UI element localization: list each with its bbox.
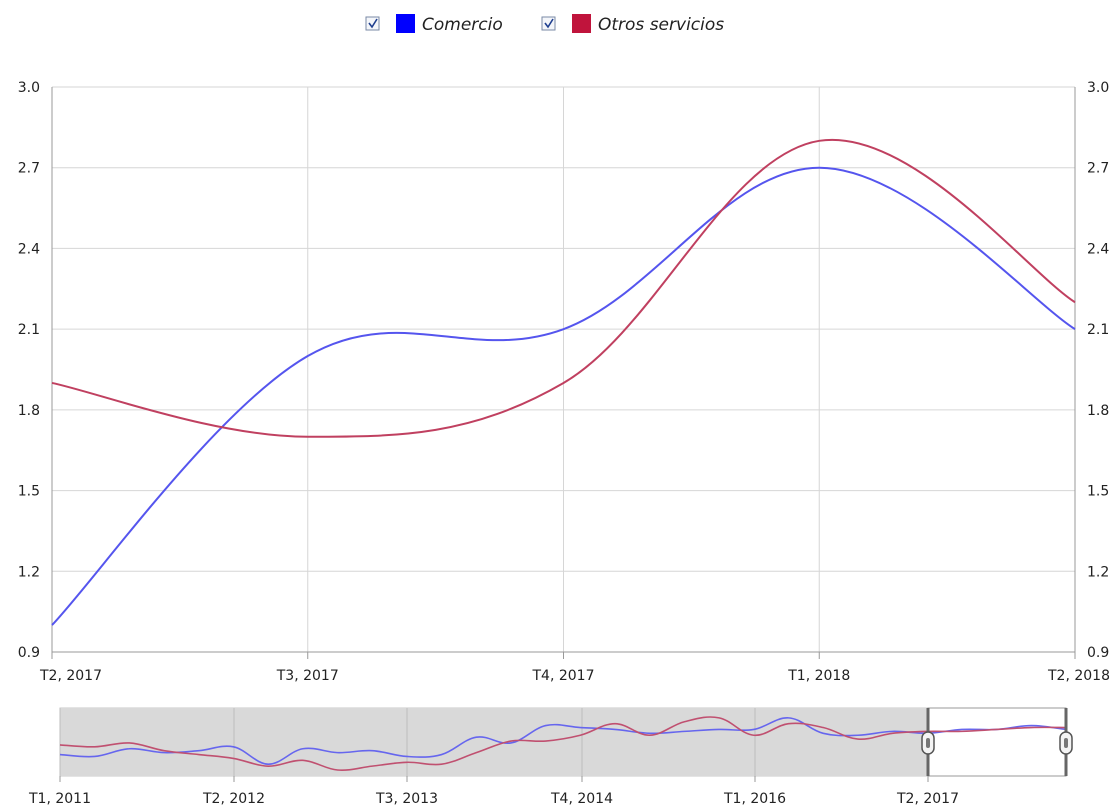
y-tick-label-right: 3.0: [1087, 80, 1109, 96]
y-tick-label-right: 1.8: [1087, 403, 1109, 419]
data-point-otros-servicios[interactable]: [561, 380, 567, 386]
data-point-comercio[interactable]: [816, 165, 822, 171]
checkmark-icon: [368, 18, 378, 29]
x-tick-label: T2, 2017: [39, 668, 102, 684]
y-tick-label-left: 1.5: [18, 484, 40, 500]
handle-grip-mark: [926, 738, 930, 748]
checkmark-icon: [544, 18, 554, 29]
plot-area: [49, 138, 1078, 628]
y-tick-label-right: 2.7: [1087, 161, 1109, 177]
legend-checkbox-otros-servicios[interactable]: [541, 16, 556, 31]
x-tick-label: T1, 2018: [787, 668, 850, 684]
y-tick-label-left: 2.4: [18, 241, 40, 257]
series-line-otros-servicios[interactable]: [51, 138, 1076, 438]
x-tick-label: T4, 2017: [532, 668, 595, 684]
handle-grip-mark: [1064, 738, 1068, 748]
navigator-tick-label: T3, 2013: [375, 791, 438, 807]
navigator-line-comercio: [59, 717, 1067, 766]
data-point-otros-servicios[interactable]: [816, 138, 822, 144]
data-point-otros-servicios[interactable]: [49, 380, 55, 386]
x-tick-label: T2, 2018: [1047, 668, 1110, 684]
legend-checkbox-comercio[interactable]: [365, 16, 380, 31]
y-tick-label-right: 1.5: [1087, 484, 1109, 500]
x-tick-label: T3, 2017: [276, 668, 339, 684]
navigator-tick-label: T1, 2011: [28, 791, 91, 807]
navigator-tick-label: T1, 2016: [723, 791, 786, 807]
legend-swatch-comercio: [396, 14, 415, 33]
data-point-comercio[interactable]: [49, 622, 55, 628]
navigator-unselected-region[interactable]: [60, 708, 928, 776]
y-tick-label-left: 0.9: [18, 645, 40, 661]
y-tick-label-left: 2.1: [18, 322, 40, 338]
navigator-handle-left[interactable]: [921, 708, 935, 776]
axes: 0.9 0.9 1.2 1.2 1.5 1.5 1.8 1.8 2.1 2.1 2.4 2.4 2.7 2…: [18, 80, 1110, 684]
legend-item-otros-servicios[interactable]: Otros servicios: [541, 14, 724, 35]
legend-label-comercio: Comercio: [422, 15, 503, 35]
legend-label-otros-servicios: Otros servicios: [598, 15, 724, 35]
navigator[interactable]: [59, 707, 1073, 777]
y-tick-label-left: 2.7: [18, 161, 40, 177]
y-tick-label-right: 2.4: [1087, 241, 1109, 257]
data-point-comercio[interactable]: [1072, 326, 1078, 332]
y-tick-label-left: 1.2: [18, 564, 40, 580]
navigator-tick-label: T2, 2017: [896, 791, 959, 807]
y-tick-label-right: 0.9: [1087, 645, 1109, 661]
y-tick-label-left: 1.8: [18, 403, 40, 419]
y-tick-label-right: 1.2: [1087, 564, 1109, 580]
legend-item-comercio[interactable]: Comercio: [365, 14, 503, 35]
navigator-handle-right[interactable]: [1059, 708, 1073, 776]
y-tick-label-right: 2.1: [1087, 322, 1109, 338]
data-point-comercio[interactable]: [561, 326, 567, 332]
legend-swatch-otros-servicios: [572, 14, 591, 33]
legend: Comercio Otros servicios: [365, 14, 724, 35]
navigator-line-otros-servicios: [59, 716, 1067, 771]
series-line-comercio[interactable]: [51, 166, 1076, 626]
data-point-otros-servicios[interactable]: [305, 434, 311, 440]
gridlines: [51, 86, 1076, 653]
navigator-axis: T1, 2011 T2, 2012 T3, 2013 T4, 2014 T1, 2016…: [28, 776, 959, 807]
navigator-tick-label: T4, 2014: [550, 791, 613, 807]
data-point-comercio[interactable]: [305, 353, 311, 359]
data-point-otros-servicios[interactable]: [1072, 299, 1078, 305]
navigator-tick-label: T2, 2012: [202, 791, 265, 807]
y-tick-label-left: 3.0: [18, 80, 40, 96]
